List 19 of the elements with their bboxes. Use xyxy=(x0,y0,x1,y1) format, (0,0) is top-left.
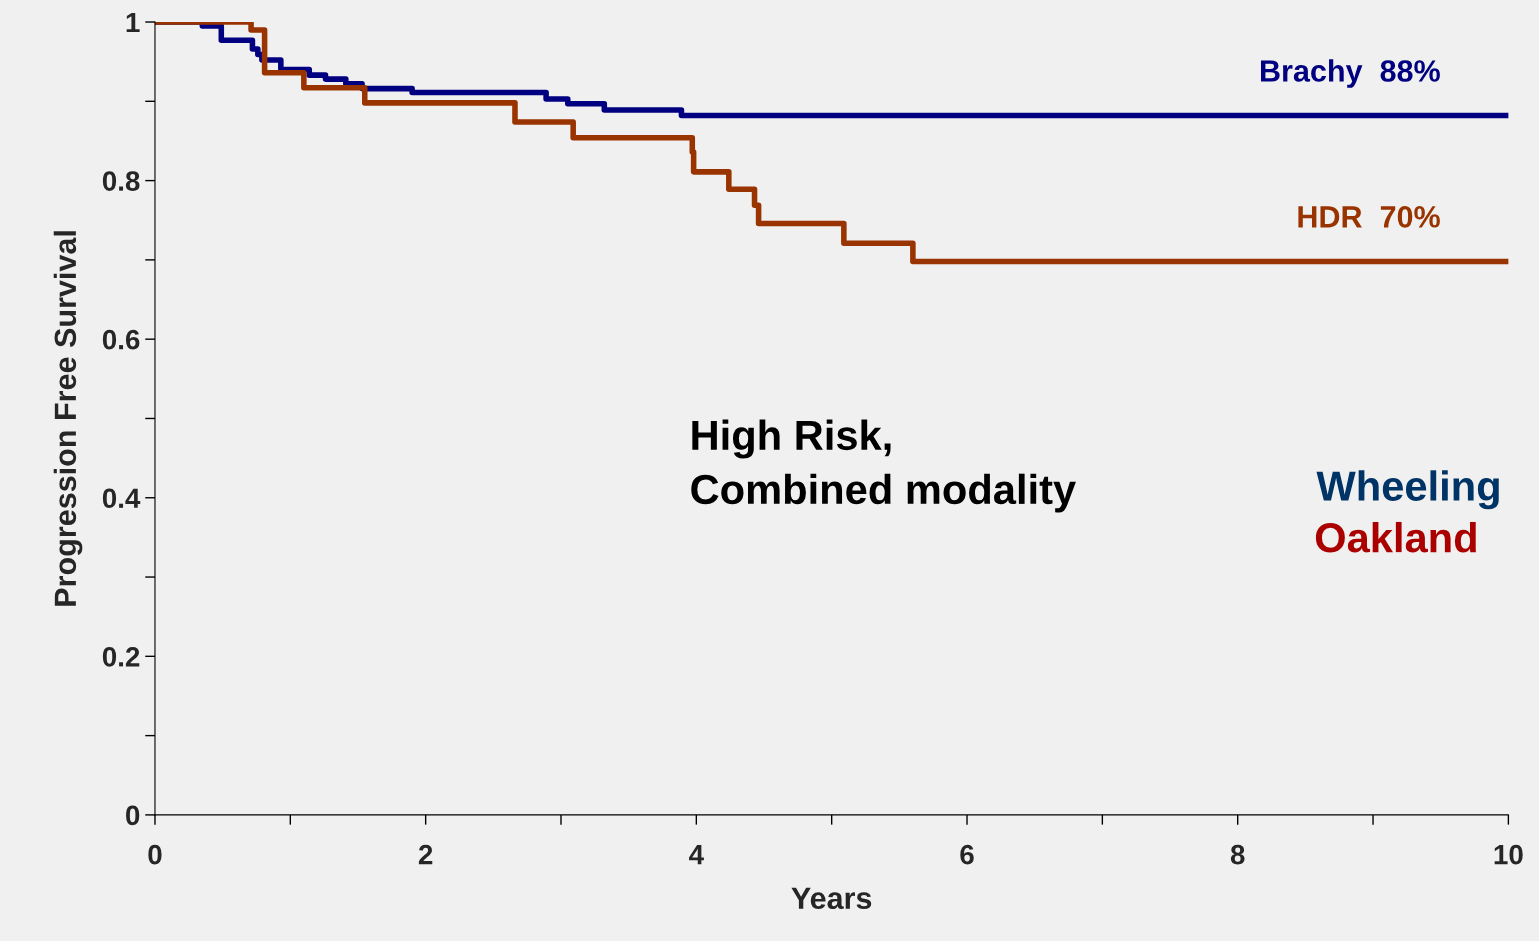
x-tick-label: 10 xyxy=(1494,844,1523,865)
annotation: High Risk, Combined modality xyxy=(691,419,1076,513)
x-tick-label: 2 xyxy=(418,844,433,865)
x-tick-label: 0 xyxy=(148,844,162,865)
y-tick-label: 1 xyxy=(126,12,140,33)
series-label: HDR 70% xyxy=(1298,206,1440,228)
y-axis-title: Progression Free Survival xyxy=(53,231,83,606)
x-tick-label: 8 xyxy=(1230,844,1245,865)
y-tick-label: 0 xyxy=(126,805,140,826)
x-tick-label: 6 xyxy=(960,844,974,865)
annotation: Oakland xyxy=(1315,521,1476,553)
annotation: Wheeling xyxy=(1316,470,1499,510)
y-tick-label: 0.4 xyxy=(102,488,141,509)
y-tick-label: 0.2 xyxy=(102,647,140,667)
y-tick-label: 0.8 xyxy=(102,171,140,191)
x-axis-title: Years xyxy=(791,887,872,910)
x-tick-label: 4 xyxy=(689,845,704,865)
series-label: Brachy 88% xyxy=(1261,59,1440,88)
y-tick-label: 0.6 xyxy=(102,329,140,350)
